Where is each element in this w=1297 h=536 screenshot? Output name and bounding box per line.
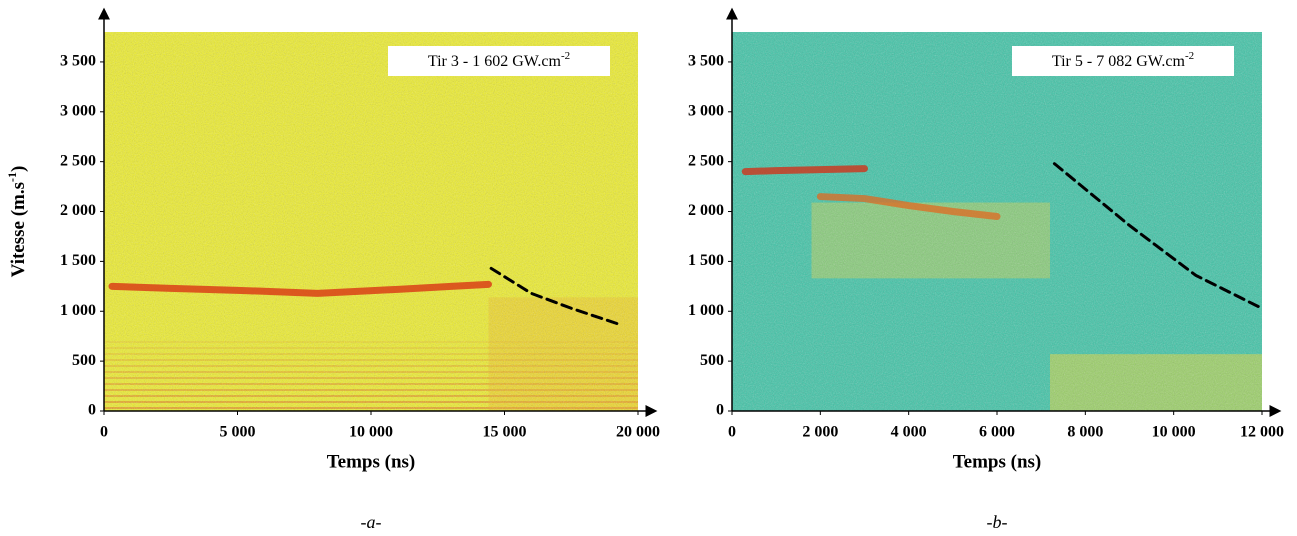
- y-label-text: Vitesse (m.s: [8, 182, 29, 277]
- x-tick-label: 4 000: [891, 424, 927, 441]
- y-tick-label: 500: [72, 352, 96, 369]
- y-tick-label: 2 500: [60, 152, 96, 169]
- annotation-text: Tir 3 - 1 602 GW.cm: [428, 53, 562, 70]
- annotation-sup: -2: [1185, 50, 1194, 62]
- y-tick-label: 500: [700, 352, 724, 369]
- noise: [732, 32, 1262, 411]
- y-tick-label: 1 500: [60, 252, 96, 269]
- annotation: Tir 5 - 7 082 GW.cm-2: [1052, 50, 1194, 70]
- x-tick-label: 10 000: [349, 424, 393, 441]
- x-tick-label: 0: [100, 424, 108, 441]
- y-tick-label: 2 500: [688, 152, 724, 169]
- annotation: Tir 3 - 1 602 GW.cm-2: [428, 50, 570, 70]
- y-tick-label: 1 000: [688, 302, 724, 319]
- velocity-trace: [816, 193, 1001, 221]
- dashed-curve: [1052, 162, 1262, 309]
- y-tick-label: 3 000: [688, 102, 724, 119]
- annotation-text: Tir 5 - 7 082 GW.cm: [1052, 53, 1186, 70]
- x-tick-label: 5 000: [220, 424, 256, 441]
- x-tick-label: 2 000: [802, 424, 838, 441]
- y-tick-label: 2 000: [60, 202, 96, 219]
- y-tick-label: 1 500: [688, 252, 724, 269]
- dashed-curve: [489, 266, 624, 327]
- y-tick-label: 3 500: [688, 53, 724, 70]
- y-axis-label: Vitesse (m.s-1): [5, 166, 30, 278]
- x-tick-label: 6 000: [979, 424, 1015, 441]
- x-tick-label: 12 000: [1240, 424, 1284, 441]
- y-tick-label: 3 500: [60, 53, 96, 70]
- x-tick-label: 0: [728, 424, 736, 441]
- y-tick-label: 0: [716, 402, 724, 419]
- velocity-trace: [741, 165, 868, 176]
- x-tick-label: 10 000: [1152, 424, 1196, 441]
- y-label-sup: -1: [5, 172, 19, 182]
- annotation-box: [388, 46, 610, 76]
- x-axis-label: Temps (ns): [953, 451, 1042, 472]
- noise: [104, 32, 638, 411]
- caption: -b-: [987, 512, 1008, 532]
- annotation-sup: -2: [561, 50, 570, 62]
- x-axis-label: Temps (ns): [327, 451, 416, 472]
- annotation-box: [1012, 46, 1234, 76]
- y-label-end: ): [8, 166, 29, 172]
- x-tick-label: 20 000: [616, 424, 660, 441]
- y-tick-label: 3 000: [60, 102, 96, 119]
- y-tick-label: 1 000: [60, 302, 96, 319]
- velocity-trace: [108, 280, 492, 297]
- y-tick-label: 2 000: [688, 202, 724, 219]
- caption: -a-: [361, 512, 382, 532]
- y-tick-label: 0: [88, 402, 96, 419]
- x-tick-label: 8 000: [1067, 424, 1103, 441]
- x-tick-label: 15 000: [483, 424, 527, 441]
